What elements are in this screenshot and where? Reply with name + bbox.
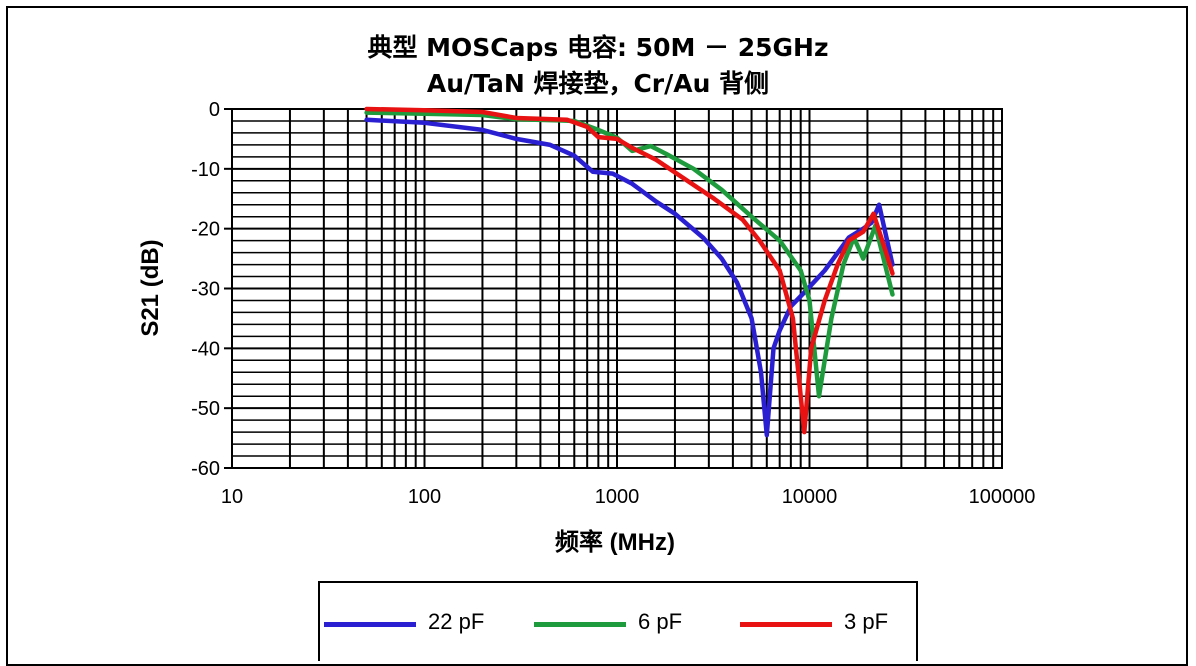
series-lines: [364, 106, 895, 438]
y-tick-label: -60: [191, 458, 220, 480]
y-tick-label: 0: [209, 99, 220, 121]
legend-label-6pf: 6 pF: [638, 609, 683, 634]
x-axis-label: 频率 (MHz): [555, 528, 675, 556]
y-tick-label: -40: [191, 338, 220, 360]
x-tick-label: 10: [221, 486, 243, 508]
legend-label-3pf: 3 pF: [844, 609, 889, 634]
y-tick-label: -10: [191, 159, 220, 181]
series-line-3pf: [364, 106, 895, 435]
x-tick-label: 10000: [782, 486, 838, 508]
chart-subtitle: Au/TaN 焊接垫，Cr/Au 背侧: [426, 69, 770, 98]
x-tick-label: 100: [408, 486, 441, 508]
y-tick-label: -50: [191, 398, 220, 420]
legend-swatch-22pf: [324, 622, 416, 627]
y-axis-label: S21 (dB): [137, 239, 164, 336]
legend-swatch-6pf: [534, 622, 626, 627]
legend-label-22pf: 22 pF: [428, 609, 485, 634]
x-tick-label: 1000: [595, 486, 640, 508]
chart-title: 典型 MOSCaps 电容: 50M － 25GHz: [367, 33, 829, 62]
y-tick-label: -30: [191, 279, 220, 301]
legend-swatch-3pf: [740, 622, 832, 627]
axis-ticks: 10 100 1000 10000 100000 0 -10 -20 -30 -40 -50 -60: [191, 99, 1035, 508]
x-tick-label: 100000: [969, 486, 1036, 508]
series-line-22pf: [364, 117, 895, 438]
plot-grid: [224, 108, 1003, 469]
y-tick-label: -20: [191, 219, 220, 241]
chart-legend: 22 pF 6 pF 3 pF: [318, 581, 918, 661]
